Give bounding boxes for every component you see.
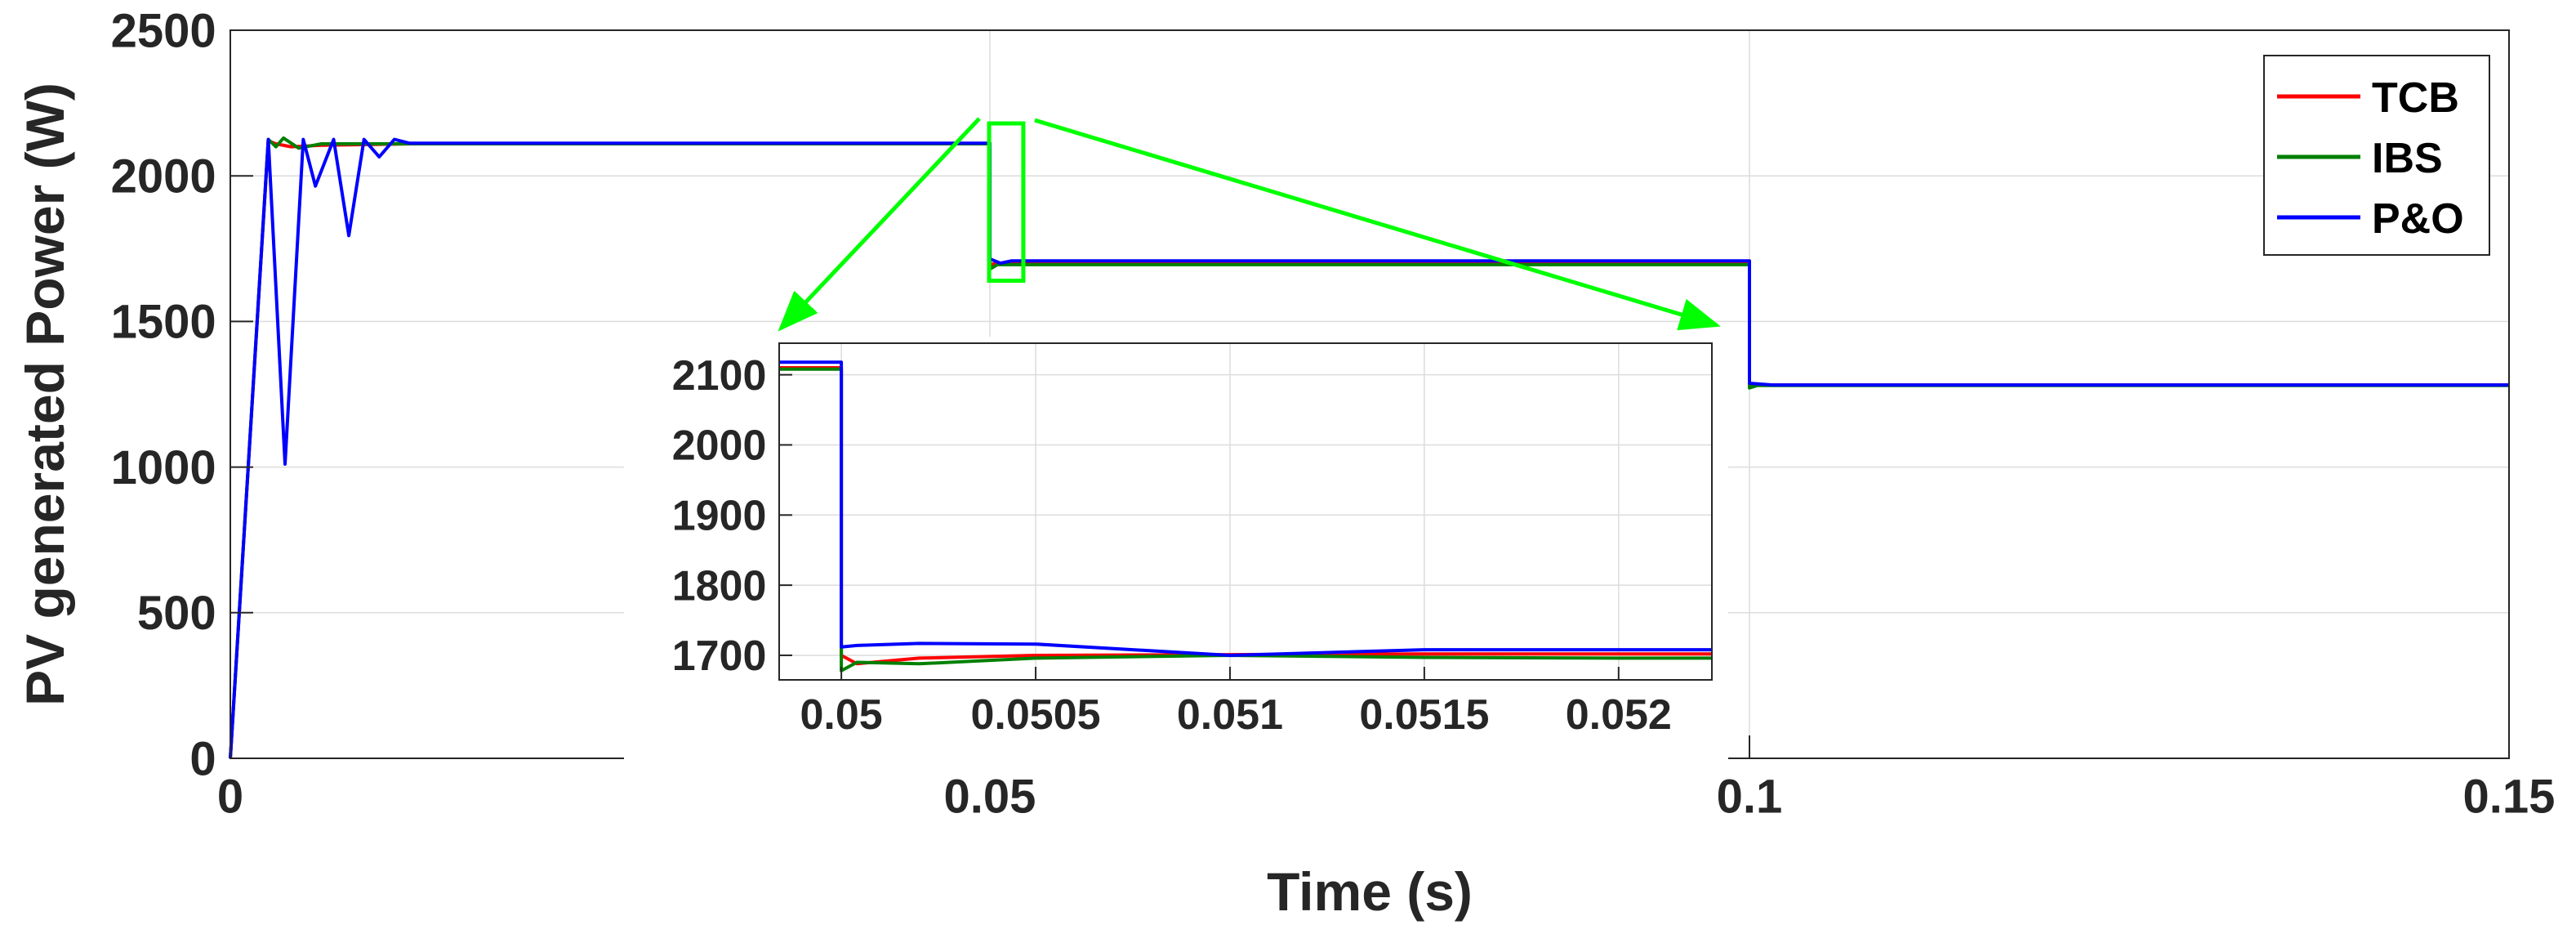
inset-y-tick-label: 1800 [672,562,767,610]
x-axis-label: Time (s) [1267,861,1473,922]
inset-series [779,360,1712,673]
main-y-tick-label: 1000 [111,441,216,494]
main-y-tick-label: 0 [189,732,216,785]
main-y-tick-label: 500 [137,587,216,640]
inset-plot-frame [778,342,1713,681]
y-axis-label: PV generated Power (W) [15,83,75,706]
inset-y-tick-label: 2100 [672,352,767,400]
main-y-tick-label: 2000 [111,150,216,203]
main-x-tick-label: 0.05 [944,771,1036,824]
inset-x-tick-label: 0.0515 [1359,691,1489,739]
main-x-tick-label: 0.15 [2463,771,2556,824]
inset-y-tick-label: 2000 [672,422,767,470]
zoom-box [987,121,1026,284]
legend-label-pando: P&O [2372,195,2464,243]
main-y-tick-label: 2500 [111,4,216,57]
inset-x-tick-label: 0.051 [1177,691,1283,739]
legend-label-ibs: IBS [2372,135,2443,182]
inset-x-tick-label: 0.052 [1566,691,1672,739]
main-x-tick-label: 0.1 [1717,771,1783,824]
inset-background [624,337,1728,763]
main-series-line-pando [229,137,2509,759]
main-y-tick-label: 1500 [111,296,216,349]
inset-ticks: 0.05 0.0505 0.051 0.0515 0.052 1700 1800 1900 20… [672,352,1672,739]
legend: TCB IBS P&O [2263,55,2490,256]
inset-series-line-pando [779,360,1712,657]
inset-y-tick-label: 1700 [672,632,767,680]
main-x-tick-label: 0 [217,771,243,824]
inset-x-tick-label: 0.0505 [971,691,1101,739]
zoom-arrow-left [778,117,981,332]
legend-label-tcb: TCB [2372,74,2459,122]
zoom-arrow-right [1034,118,1721,331]
zoom-annotation [778,117,1721,332]
main-ticks: 0 0.05 0.1 0.15 0 500 1000 1500 2000 2500 [111,4,2556,823]
inset-chart: 0.05 0.0505 0.051 0.0515 0.052 1700 1800 1900 20… [624,337,1728,763]
inset-y-tick-label: 1900 [672,492,767,539]
inset-x-tick-label: 0.05 [800,691,883,739]
